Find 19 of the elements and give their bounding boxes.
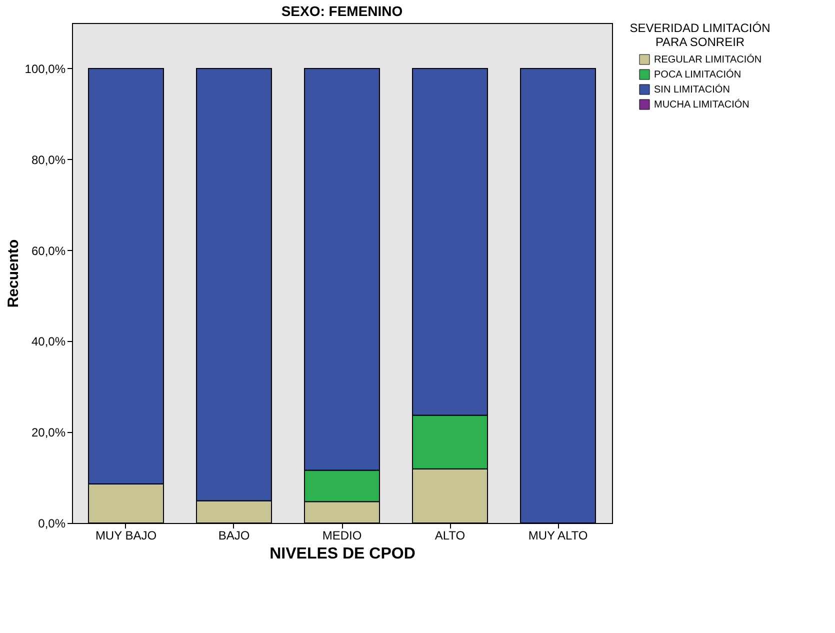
chart-title: SEXO: FEMENINO bbox=[281, 3, 403, 19]
legend-label: SIN LIMITACIÓN bbox=[654, 84, 730, 96]
legend-label: MUCHA LIMITACIÓN bbox=[654, 98, 750, 110]
x-tick-label: ALTO bbox=[434, 528, 466, 542]
x-tick-label: MUY ALTO bbox=[528, 528, 588, 542]
x-tick-label: BAJO bbox=[218, 528, 250, 542]
x-tick-label: MEDIO bbox=[322, 528, 362, 542]
y-tick-label: 20,0% bbox=[31, 426, 66, 440]
legend-label: REGULAR LIMITACIÓN bbox=[654, 54, 762, 66]
y-axis-title: Recuento bbox=[4, 239, 22, 308]
y-tick-label: 80,0% bbox=[31, 152, 66, 167]
legend-title: SEVERIDAD LIMITACIÓN PARA SONREIR bbox=[630, 21, 770, 49]
y-tick-label: 100,0% bbox=[24, 62, 66, 76]
legend-label: POCA LIMITACIÓN bbox=[654, 68, 742, 80]
x-axis-title: NIVELES DE CPOD bbox=[270, 546, 416, 562]
y-tick-label: 40,0% bbox=[31, 334, 66, 349]
y-tick-label: 0,0% bbox=[38, 516, 66, 530]
x-tick-label: MUY BAJO bbox=[95, 528, 157, 542]
y-tick-label: 60,0% bbox=[31, 244, 66, 258]
